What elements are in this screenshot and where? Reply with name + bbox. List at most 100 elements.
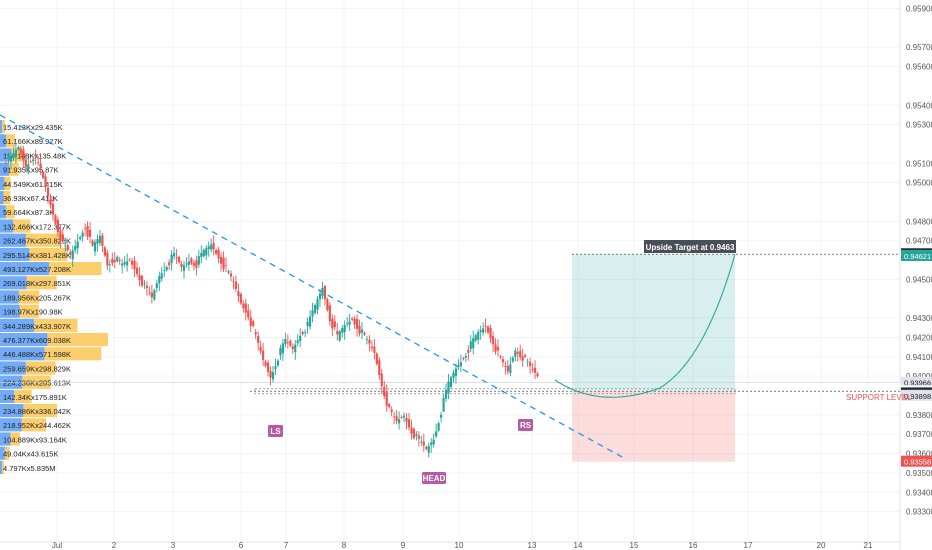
time-tick-label: 16 <box>689 541 698 550</box>
candle-body <box>536 373 539 377</box>
volume-profile-label: 295.514Kx381.428K <box>3 251 71 260</box>
candle-body <box>262 350 265 360</box>
volume-sell-bar <box>4 446 10 460</box>
candle-body <box>333 321 336 328</box>
candle-body <box>27 164 30 169</box>
candle-body <box>521 356 524 361</box>
candle-body <box>321 287 324 296</box>
candle-body <box>529 362 532 367</box>
volume-sell-bar <box>5 205 15 219</box>
candle-body <box>328 305 331 322</box>
candle-body <box>153 290 156 300</box>
time-tick-label: 7 <box>284 541 289 550</box>
candle-body <box>177 256 181 263</box>
candle-body <box>54 215 57 224</box>
time-tick-label: 2 <box>112 541 117 550</box>
candle-body <box>355 318 359 329</box>
candle-body <box>155 283 158 288</box>
volume-profile-label: 61.166Kx89.927K <box>3 137 63 146</box>
time-tick-label: 15 <box>630 541 639 550</box>
head-box <box>422 472 446 484</box>
candle-body <box>365 338 369 340</box>
candle-body <box>247 310 250 318</box>
volume-sell-bar <box>10 432 20 446</box>
chart-drawings <box>0 114 900 459</box>
candle-body <box>474 335 477 341</box>
candle-body <box>210 244 213 250</box>
candle-body <box>338 331 341 341</box>
candle-body <box>232 281 235 282</box>
candle-body <box>19 148 22 154</box>
volume-profile-label: 198.97Kx190.98K <box>3 308 63 317</box>
candle-body <box>432 439 435 445</box>
annotations: LS HEAD RS Upside Target at 0.9463 SUPPORT L… <box>268 240 912 484</box>
candle-body <box>69 252 72 255</box>
candle-body <box>383 386 386 397</box>
candle-body <box>74 245 77 251</box>
candle-body <box>289 340 292 346</box>
volume-sell-bar <box>2 120 5 134</box>
candle-body <box>234 281 238 289</box>
candle-body <box>130 260 134 265</box>
candle-body <box>254 332 257 335</box>
volume-sell-bar <box>25 361 56 375</box>
candle-body <box>454 368 458 376</box>
candle-body <box>76 241 79 249</box>
volume-profile-label: 218.952Kx244.462K <box>3 421 71 430</box>
candle-body <box>168 262 171 266</box>
price-label-text: 0.93558 <box>904 458 931 467</box>
candle-body <box>313 304 317 313</box>
time-axis[interactable]: Jul 2 3 6 7 8 9 10 13 14 15 16 17 20 21 <box>0 541 900 550</box>
candle-body <box>59 230 62 241</box>
candle-body <box>229 273 233 277</box>
candle-body <box>516 352 519 354</box>
candle-body <box>435 431 438 437</box>
price-label-box <box>901 249 932 261</box>
candle-body <box>519 350 522 358</box>
volume-profile-label: 91.935Kx95.87K <box>3 166 58 175</box>
chart-grid <box>0 0 900 542</box>
candle-body <box>244 303 247 313</box>
volume-profile-label: 49.04Kx43.615K <box>3 450 58 459</box>
volume-buy-bar <box>0 233 27 247</box>
candle-body <box>37 162 40 164</box>
volume-buy-bar <box>0 219 14 233</box>
candle-body <box>51 203 55 215</box>
candle-body <box>501 359 505 363</box>
trendline-neckline <box>0 114 625 459</box>
candle-body <box>491 336 495 345</box>
candle-body <box>91 240 94 246</box>
volume-buy-bar <box>0 134 7 148</box>
candle-body <box>222 257 225 270</box>
volume-sell-bar <box>9 162 19 176</box>
volume-profile-label: 262.467Kx350.826K <box>3 237 71 246</box>
candle-body <box>242 303 245 309</box>
time-tick-label: 8 <box>342 541 347 550</box>
volume-buy-bar <box>0 176 5 190</box>
candle-body <box>123 262 126 265</box>
candle-body <box>284 338 287 345</box>
volume-sell-bar <box>19 304 39 318</box>
volume-buy-bar <box>0 361 26 375</box>
candle-body <box>93 242 97 252</box>
volume-buy-bar <box>0 304 20 318</box>
volume-profile-label: 104.889Kx93.164K <box>3 435 67 444</box>
candle-body <box>299 335 302 342</box>
candle-body <box>126 261 129 266</box>
candle-body <box>479 330 482 333</box>
time-tick-label: 17 <box>744 541 753 550</box>
candle-body <box>175 256 178 258</box>
right-shoulder-label: RS <box>520 421 532 430</box>
volume-buy-bar <box>0 333 48 347</box>
candle-body <box>533 367 537 373</box>
volume-profile: 15.413Kx29.435K61.166Kx89.927K114.188Kx1… <box>0 120 109 474</box>
candle-body <box>380 373 383 387</box>
candle-body <box>494 344 497 352</box>
